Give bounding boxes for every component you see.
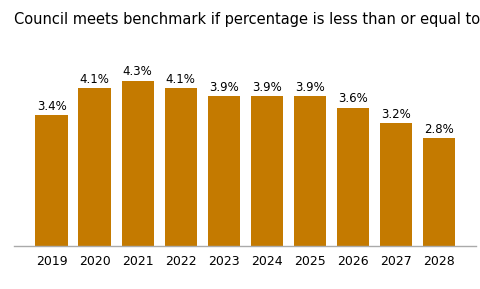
Text: 3.4%: 3.4% (36, 100, 66, 113)
Bar (250, 96, 282, 246)
Bar (336, 108, 368, 246)
Text: 3.2%: 3.2% (380, 108, 410, 121)
Bar (78, 88, 110, 246)
Bar (293, 96, 325, 246)
Bar (379, 123, 411, 246)
Bar (121, 81, 154, 246)
Text: 4.1%: 4.1% (80, 73, 109, 86)
Text: 2.8%: 2.8% (423, 123, 453, 136)
Text: 3.6%: 3.6% (337, 92, 367, 105)
Bar (207, 96, 240, 246)
Text: 4.3%: 4.3% (122, 65, 152, 78)
Text: 3.9%: 3.9% (294, 81, 324, 94)
Text: 4.1%: 4.1% (166, 73, 195, 86)
Text: 3.9%: 3.9% (208, 81, 238, 94)
Bar (36, 115, 68, 246)
Text: 3.9%: 3.9% (252, 81, 281, 94)
Text: Council meets benchmark if percentage is less than or equal to 10%: Council meets benchmark if percentage is… (14, 12, 480, 27)
Bar (422, 138, 454, 246)
Bar (164, 88, 196, 246)
